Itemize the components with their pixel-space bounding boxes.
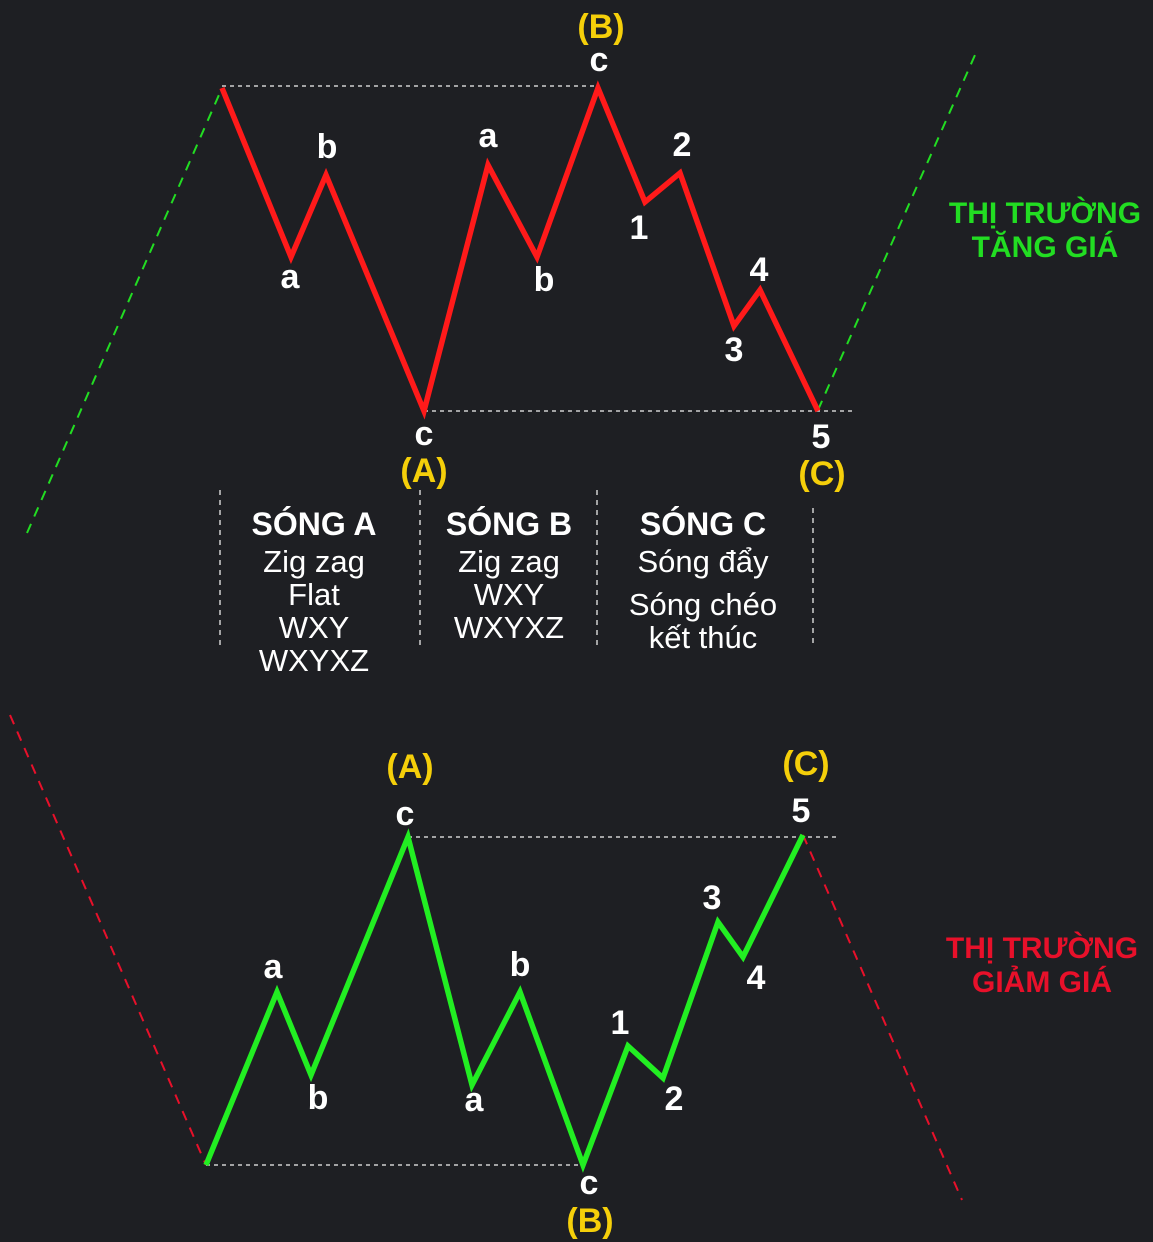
wave-a-item: Zig zag [263, 544, 365, 579]
wave-a-item: WXYXZ [258, 643, 370, 678]
wave-a-column: SÓNG A Zig zag Flat WXY WXYXZ [214, 503, 414, 677]
wave-b-title: SÓNG B [445, 506, 573, 542]
bear-market-line-1: THỊ TRƯỜNG [945, 932, 1139, 965]
bottom-label-wave-A: (A) [386, 748, 434, 786]
bottom-label-c2: c [579, 1164, 599, 1202]
wave-c-item: Sóng đẩy [637, 544, 769, 579]
bull-market-label: THỊ TRƯỜNG TĂNG GIÁ [949, 197, 1141, 265]
bottom-label-5: 5 [791, 792, 811, 830]
bear-market-label: THỊ TRƯỜNG GIẢM GIÁ [946, 932, 1138, 1000]
bottom-label-wave-B: (B) [566, 1202, 614, 1240]
top-label-wave-C: (C) [798, 455, 846, 493]
wave-c-item: Sóng chéo [628, 587, 778, 622]
bottom-label-3: 3 [702, 879, 722, 917]
bottom-label-4: 4 [746, 959, 766, 997]
top-label-b2: b [533, 261, 555, 299]
top-label-a1: a [280, 258, 300, 296]
top-label-4: 4 [749, 251, 769, 289]
wave-a-title: SÓNG A [251, 506, 377, 542]
wave-b-item: WXYXZ [453, 610, 565, 645]
top-label-b1: b [316, 128, 338, 166]
bottom-label-c1: c [395, 795, 415, 833]
bull-market-line-1: THỊ TRƯỜNG [948, 197, 1142, 230]
wave-a-item: WXY [278, 610, 350, 645]
wave-b-item: Zig zag [458, 544, 560, 579]
top-label-wave-A: (A) [400, 452, 448, 490]
bottom-label-2: 2 [664, 1080, 684, 1118]
correction-wave-down-path [219, 80, 821, 420]
bull-market-line-2: TĂNG GIÁ [971, 231, 1119, 264]
wave-c-item: kết thúc [648, 620, 758, 655]
top-label-1: 1 [629, 209, 649, 247]
bottom-label-1: 1 [610, 1004, 630, 1042]
top-label-5: 5 [811, 418, 831, 456]
bull-trend-line-left [26, 87, 223, 534]
bottom-label-b1: b [307, 1079, 329, 1117]
wave-b-column: SÓNG B Zig zag WXY WXYXZ [409, 503, 609, 644]
bottom-label-a2: a [464, 1081, 484, 1119]
top-label-a2: a [478, 117, 498, 155]
bear-market-line-2: GIẢM GIÁ [971, 966, 1112, 999]
bear-trend-line-left [9, 714, 207, 1166]
bear-trend-line-right [802, 834, 963, 1201]
top-label-c2: c [589, 41, 609, 79]
wave-a-item: Flat [288, 577, 340, 612]
bottom-label-wave-C: (C) [782, 745, 830, 783]
top-label-3: 3 [724, 331, 744, 369]
bottom-label-a1: a [263, 948, 283, 986]
wave-c-column: SÓNG C Sóng đẩy Sóng chéo kết thúc [593, 503, 813, 654]
top-label-wave-B: (B) [577, 8, 625, 46]
top-label-c1: c [414, 415, 434, 453]
wave-c-title: SÓNG C [639, 506, 767, 542]
bottom-label-b2: b [509, 946, 531, 984]
top-label-2: 2 [672, 126, 692, 164]
wave-b-item: WXY [473, 577, 545, 612]
correction-wave-up-path [203, 828, 806, 1173]
